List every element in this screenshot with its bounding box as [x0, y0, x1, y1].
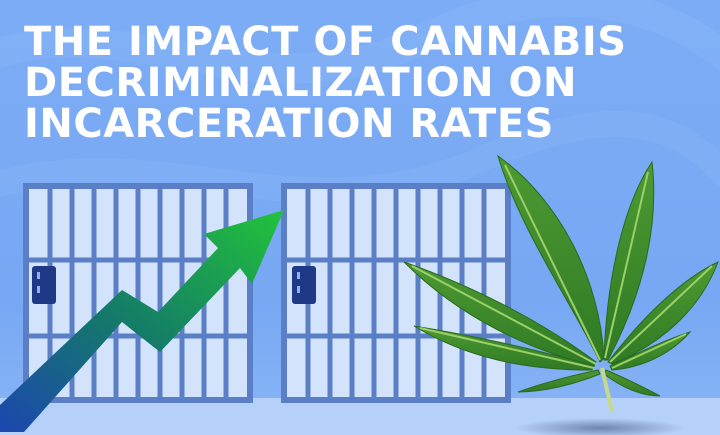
door-lock-icon — [292, 266, 316, 304]
leaf-veins — [411, 164, 713, 369]
title-line-3: INCARCERATION RATES — [24, 101, 554, 147]
growth-arrow-icon — [0, 210, 284, 432]
door-lock-icon — [32, 266, 56, 304]
page-title: THE IMPACT OF CANNABIS DECRIMINALIZATION… — [24, 22, 684, 145]
title-line-2: DECRIMINALIZATION ON — [24, 60, 577, 106]
title-line-1: THE IMPACT OF CANNABIS — [24, 19, 627, 65]
leaf-stem — [600, 367, 614, 413]
